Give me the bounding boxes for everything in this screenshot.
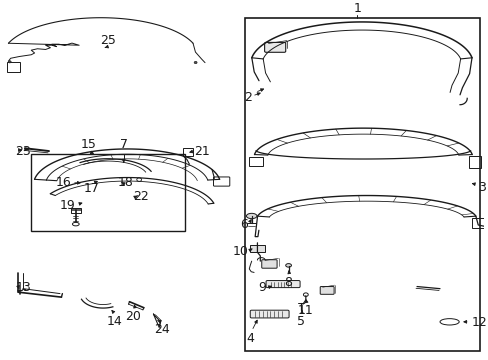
Text: 16: 16 <box>55 176 71 189</box>
Bar <box>245 18 479 351</box>
Text: 17: 17 <box>84 182 100 195</box>
Text: 9: 9 <box>258 281 265 294</box>
Text: 19: 19 <box>60 199 76 212</box>
Text: 4: 4 <box>246 332 254 345</box>
FancyBboxPatch shape <box>320 287 333 294</box>
Text: 10: 10 <box>232 245 248 258</box>
FancyBboxPatch shape <box>250 310 288 318</box>
Text: 15: 15 <box>81 138 97 151</box>
Ellipse shape <box>246 213 256 219</box>
Ellipse shape <box>194 62 197 64</box>
Text: 24: 24 <box>154 323 170 336</box>
Text: 3: 3 <box>477 181 485 194</box>
Text: 13: 13 <box>16 281 31 294</box>
Ellipse shape <box>285 264 291 267</box>
Text: 6: 6 <box>240 217 248 231</box>
Text: 14: 14 <box>106 315 122 328</box>
Text: 7: 7 <box>120 138 127 151</box>
Text: 21: 21 <box>194 145 209 158</box>
FancyBboxPatch shape <box>261 260 277 268</box>
Text: 22: 22 <box>133 190 149 203</box>
Text: 1: 1 <box>352 2 360 15</box>
Text: 18: 18 <box>117 176 133 189</box>
FancyBboxPatch shape <box>249 244 264 252</box>
Text: 25: 25 <box>100 33 116 47</box>
Bar <box>31 154 184 231</box>
Text: 8: 8 <box>284 276 292 289</box>
FancyBboxPatch shape <box>265 280 300 288</box>
Text: 12: 12 <box>471 316 487 329</box>
Text: 5: 5 <box>296 315 305 328</box>
Text: 11: 11 <box>297 304 313 317</box>
Text: 23: 23 <box>16 145 31 158</box>
Text: 2: 2 <box>244 91 251 104</box>
Ellipse shape <box>8 61 11 63</box>
Text: 20: 20 <box>125 310 141 323</box>
FancyBboxPatch shape <box>264 42 285 52</box>
